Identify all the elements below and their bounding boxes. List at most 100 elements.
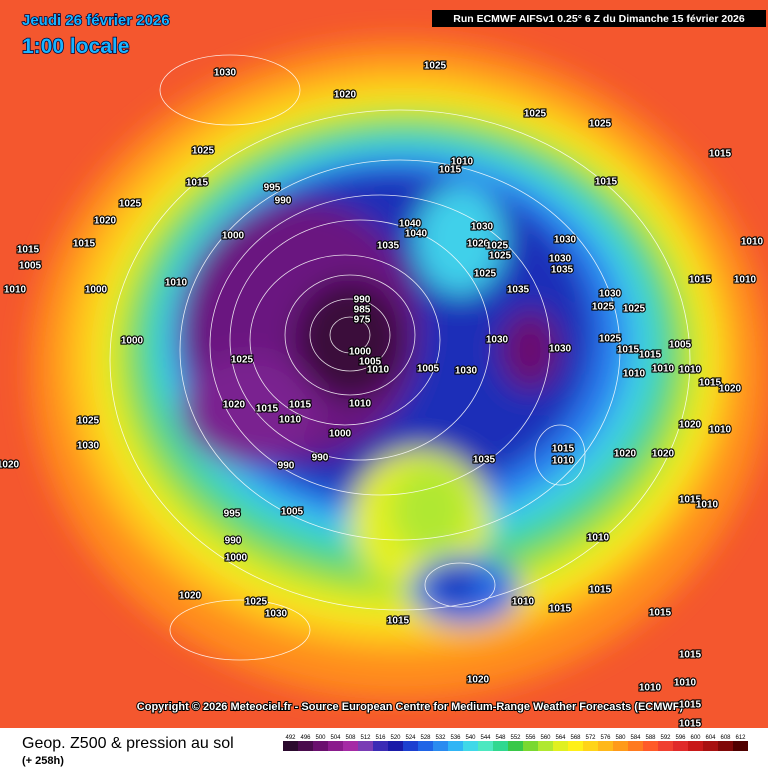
isobar-label: 1025: [489, 251, 512, 262]
isobar-label: 1015: [17, 245, 40, 256]
isobar-label: 1005: [669, 340, 692, 351]
isobar-label: 1020: [614, 449, 637, 460]
isobar-label: 1025: [192, 146, 215, 157]
colorbar-tick-label: 528: [420, 735, 431, 741]
colorbar-tick-label: 520: [390, 735, 401, 741]
isobar-label: 1015: [73, 239, 96, 250]
isobar-label: 1000: [222, 231, 245, 242]
isobar-label: 1005: [417, 364, 440, 375]
isobar-label: 1025: [474, 269, 497, 280]
colorbar-cell: [523, 741, 538, 751]
isobar-label: 1015: [439, 165, 462, 176]
isobar-label: 985: [354, 305, 371, 316]
isobar-label: 1010: [4, 285, 27, 296]
colorbar-cell: [493, 741, 508, 751]
colorbar-tick-label: 516: [375, 735, 386, 741]
isobar-label: 1035: [507, 285, 530, 296]
isobar-label: 1035: [377, 241, 400, 252]
colorbar-tick-label: 588: [645, 735, 656, 741]
colorbar-cell: [583, 741, 598, 751]
isobar-label: 1030: [599, 289, 622, 300]
isobar-label: 1020: [179, 591, 202, 602]
colorbar-cell: [313, 741, 328, 751]
colorbar-cell: [598, 741, 613, 751]
isobar-label: 975: [354, 315, 371, 326]
isobar-label: 1010: [652, 364, 675, 375]
isobar-label: 1015: [709, 149, 732, 160]
isobar-label: 1035: [551, 265, 574, 276]
isobar-label: 1010: [349, 399, 372, 410]
isobar-label: 1015: [689, 275, 712, 286]
colorbar-cell: [283, 741, 298, 751]
isobar-label: 990: [275, 196, 292, 207]
isobar-label: 1025: [524, 109, 547, 120]
isobar-label: 995: [224, 509, 241, 520]
isobar-label: 1025: [623, 304, 646, 315]
colorbar-tick-label: 500: [315, 735, 326, 741]
colorbar-tick-label: 612: [735, 735, 746, 741]
isobar-label: 1020: [719, 384, 742, 395]
isobar-label: 1010: [734, 275, 757, 286]
isobar-label: 1040: [405, 229, 428, 240]
isobar-label: 1000: [85, 285, 108, 296]
isobar-label: 1015: [595, 177, 618, 188]
colorbar-cell: [628, 741, 643, 751]
isobar-label: 1015: [256, 404, 279, 415]
isobar-label: 1030: [265, 609, 288, 620]
isobar-label: 1025: [486, 241, 509, 252]
isobar-label: 1025: [592, 302, 615, 313]
isobar-label: 1015: [186, 178, 209, 189]
colorbar-cell: [358, 741, 373, 751]
isobar-label: 1010: [552, 456, 575, 467]
isobar-labels: 1030102510201025102510151025101010151015…: [0, 60, 765, 731]
isobar-label: 995: [264, 183, 281, 194]
colorbar-tick-label: 536: [450, 735, 461, 741]
isobar-label: 1020: [679, 420, 702, 431]
colorbar-cell: [373, 741, 388, 751]
isobar-label: 1015: [589, 585, 612, 596]
colorbar-cell: [448, 741, 463, 751]
colorbar-cell: [718, 741, 733, 751]
colorbar-tick-label: 568: [570, 735, 581, 741]
isobar-label: 1010: [696, 500, 719, 511]
isobar-label: 1025: [231, 355, 254, 366]
isobar-label: 1025: [424, 61, 447, 72]
isobar-label: 990: [225, 536, 242, 547]
colorbar-tick-label: 564: [555, 735, 566, 741]
isobar-label: 1005: [281, 507, 304, 518]
colorbar-tick-label: 508: [345, 735, 356, 741]
colorbar-tick-label: 584: [630, 735, 641, 741]
isobar-label: 1040: [399, 219, 422, 230]
isobar-label: 1000: [225, 553, 248, 564]
copyright: Copyright © 2026 Meteociel.fr - Source E…: [137, 701, 684, 713]
isobar-label: 1010: [587, 533, 610, 544]
colorbar-cell: [733, 741, 748, 751]
isobar-label: 1010: [279, 415, 302, 426]
colorbar-tick-label: 524: [405, 735, 416, 741]
colorbar-cell: [643, 741, 658, 751]
isobar-label: 1015: [679, 650, 702, 661]
colorbar-tick-label: 572: [585, 735, 596, 741]
isobar-label: 1010: [367, 365, 390, 376]
isobar-label: 1030: [455, 366, 478, 377]
isobar-label: 1015: [549, 604, 572, 615]
colorbar-cell: [538, 741, 553, 751]
colorbar-tick-label: 492: [285, 735, 296, 741]
map: Copyright © 2026 Meteociel.fr - Source E…: [0, 0, 768, 728]
isobar-label: 1005: [19, 261, 42, 272]
date: Jeudi 26 février 2026: [22, 12, 170, 29]
colorbar-cell: [553, 741, 568, 751]
footer-subtitle: (+ 258h): [22, 755, 64, 767]
isobar-label: 1010: [623, 369, 646, 380]
colorbar-tick-label: 608: [720, 735, 731, 741]
isobar-label: 1020: [652, 449, 675, 460]
isobar-label: 990: [354, 295, 371, 306]
colorbar-cell: [433, 741, 448, 751]
isobar-label: 1025: [589, 119, 612, 130]
colorbar-tick-label: 580: [615, 735, 626, 741]
isobar-label: 1025: [599, 334, 622, 345]
isobar-label: 1015: [289, 400, 312, 411]
colorbar-tick-label: 576: [600, 735, 611, 741]
colorbar-tick-label: 548: [495, 735, 506, 741]
colorbar-tick-label: 544: [480, 735, 491, 741]
